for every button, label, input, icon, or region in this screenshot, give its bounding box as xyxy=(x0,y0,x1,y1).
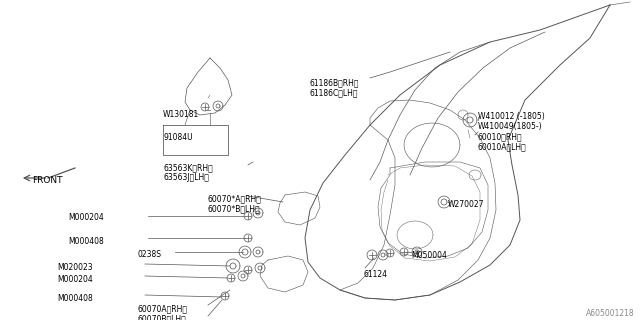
Text: 60010〈RH〉: 60010〈RH〉 xyxy=(478,132,523,141)
Text: 0238S: 0238S xyxy=(138,250,162,259)
Text: W410049(1805-): W410049(1805-) xyxy=(478,122,543,131)
Text: 61186C〈LH〉: 61186C〈LH〉 xyxy=(310,88,358,97)
Text: M000204: M000204 xyxy=(68,213,104,222)
Text: 60070B〈LH〉: 60070B〈LH〉 xyxy=(138,314,187,320)
Text: W410012 (-1805): W410012 (-1805) xyxy=(478,112,545,121)
Text: 63563K〈RH〉: 63563K〈RH〉 xyxy=(163,163,212,172)
Text: 60070*A〈RH〉: 60070*A〈RH〉 xyxy=(207,194,261,203)
Text: M000204: M000204 xyxy=(57,275,93,284)
Text: 60010A〈LH〉: 60010A〈LH〉 xyxy=(478,142,527,151)
Text: M000408: M000408 xyxy=(57,294,93,303)
Text: FRONT: FRONT xyxy=(32,176,63,185)
Text: 91084U: 91084U xyxy=(163,133,193,142)
Text: M020023: M020023 xyxy=(57,263,93,272)
Text: 60070*B〈LH〉: 60070*B〈LH〉 xyxy=(207,204,260,213)
Text: A605001218: A605001218 xyxy=(586,309,635,318)
Text: W270027: W270027 xyxy=(448,200,484,209)
Text: M000408: M000408 xyxy=(68,237,104,246)
Text: 63563J〈LH〉: 63563J〈LH〉 xyxy=(163,173,209,182)
Text: W130181: W130181 xyxy=(163,110,199,119)
Text: 61186B〈RH〉: 61186B〈RH〉 xyxy=(310,78,360,87)
Text: 60070A〈RH〉: 60070A〈RH〉 xyxy=(138,304,188,313)
Text: M050004: M050004 xyxy=(411,251,447,260)
Text: 61124: 61124 xyxy=(363,270,387,279)
